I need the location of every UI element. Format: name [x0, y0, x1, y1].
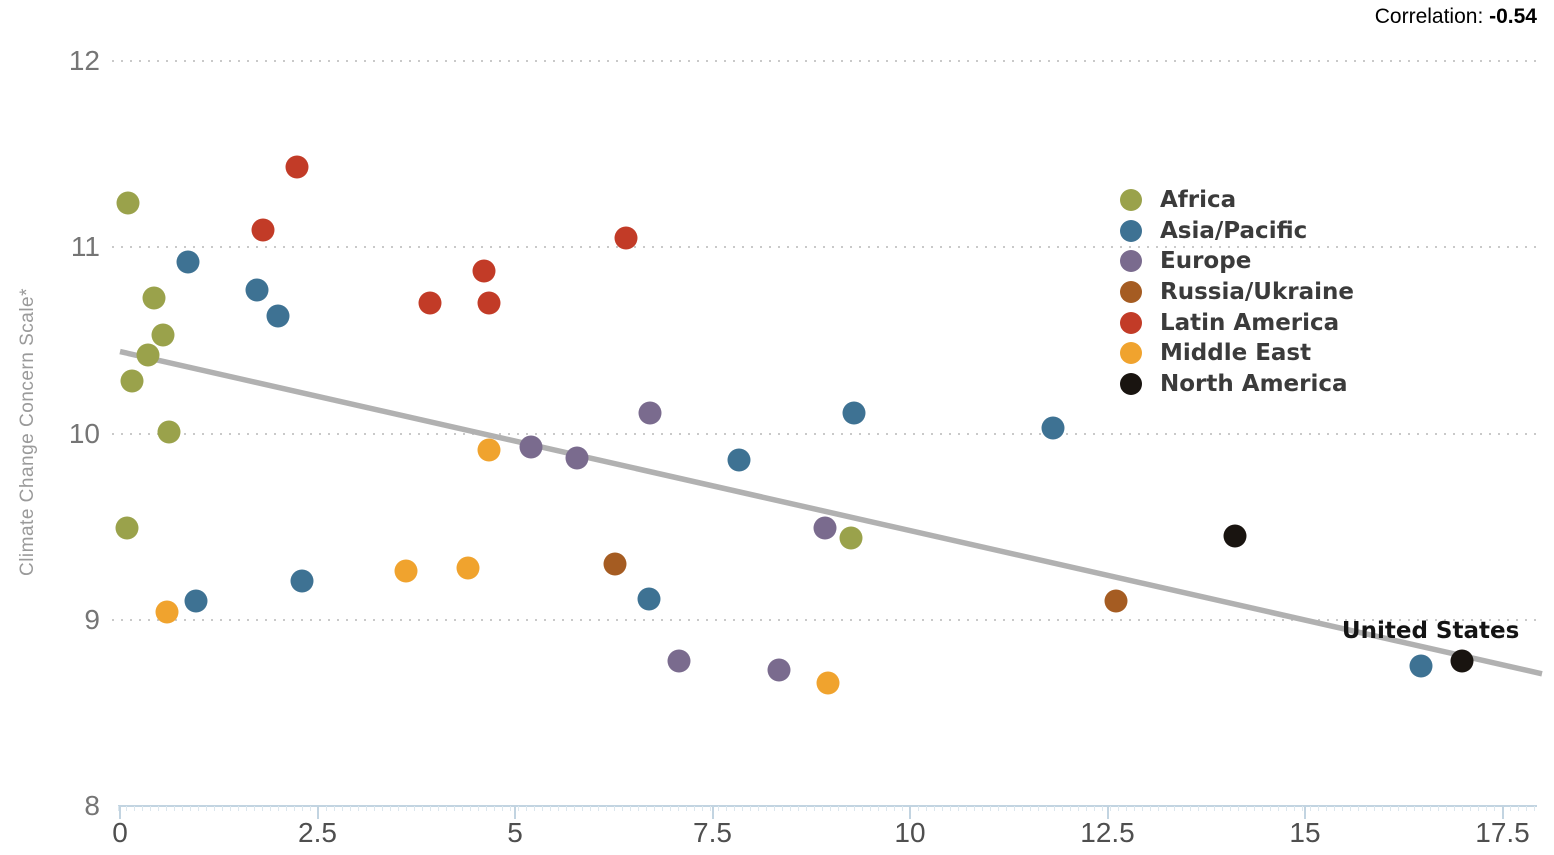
x-axis-minor-ticks [118, 806, 1537, 811]
y-tick-label: 12 [68, 45, 100, 76]
legend-item-asia-pacific[interactable]: Asia/Pacific [1120, 216, 1354, 247]
data-point-latin-america[interactable] [472, 259, 496, 283]
x-tick-label: 2.5 [298, 817, 337, 848]
data-point-asia-pacific[interactable] [184, 589, 208, 613]
data-point-asia-pacific[interactable] [176, 250, 200, 274]
x-tick [909, 806, 911, 819]
legend-label: Russia/Ukraine [1160, 279, 1354, 306]
data-point-north-america[interactable] [1450, 649, 1474, 673]
data-point-latin-america[interactable] [285, 155, 309, 179]
legend-swatch-icon [1120, 219, 1142, 242]
legend-swatch-icon [1120, 250, 1142, 273]
legend-item-middle-east[interactable]: Middle East [1120, 338, 1354, 369]
legend-item-russia-ukraine[interactable]: Russia/Ukraine [1120, 277, 1354, 308]
data-point-europe[interactable] [638, 401, 662, 425]
data-point-middle-east[interactable] [394, 559, 418, 583]
x-tick-label: 5 [507, 817, 523, 848]
data-point-north-america[interactable] [1223, 524, 1247, 548]
correlation-label: Correlation: [1374, 5, 1490, 28]
x-tick-label: 7.5 [693, 817, 732, 848]
data-point-asia-pacific[interactable] [245, 278, 269, 302]
data-point-africa[interactable] [120, 369, 144, 393]
legend-item-latin-america[interactable]: Latin America [1120, 307, 1354, 338]
legend-swatch-icon [1120, 189, 1142, 212]
y-tick-label: 11 [70, 231, 100, 263]
x-tick [514, 806, 516, 819]
x-tick [1501, 806, 1504, 819]
legend-label: Asia/Pacific [1160, 217, 1308, 244]
data-point-europe[interactable] [667, 649, 691, 673]
legend-item-north-america[interactable]: North America [1120, 369, 1354, 400]
data-point-asia-pacific[interactable] [266, 304, 290, 328]
data-point-asia-pacific[interactable] [1409, 654, 1433, 678]
data-point-latin-america[interactable] [477, 291, 501, 315]
legend-label: Europe [1160, 248, 1252, 275]
gridline-y-10 [112, 432, 1537, 435]
data-point-europe[interactable] [813, 516, 837, 540]
gridline-y-12 [112, 60, 1537, 62]
data-point-asia-pacific[interactable] [1041, 416, 1065, 440]
data-point-europe[interactable] [767, 658, 791, 682]
legend-swatch-icon [1120, 372, 1142, 395]
data-point-africa[interactable] [136, 343, 160, 367]
legend-label: North America [1160, 370, 1348, 397]
data-point-middle-east[interactable] [816, 671, 840, 695]
legend: Africa Asia/Pacific Europe Russia/Ukraine La… [1120, 185, 1354, 399]
data-point-latin-america[interactable] [614, 226, 638, 250]
legend-item-europe[interactable]: Europe [1120, 246, 1354, 277]
x-tick-label: 12.5 [1080, 817, 1135, 848]
correlation-readout: Correlation: -0.54 [1375, 5, 1537, 29]
data-point-europe[interactable] [565, 446, 589, 470]
legend-swatch-icon [1120, 311, 1142, 334]
legend-swatch-icon [1120, 342, 1142, 365]
y-tick-label: 9 [84, 603, 100, 635]
legend-swatch-icon [1120, 281, 1142, 304]
data-point-middle-east[interactable] [456, 556, 480, 580]
x-tick [316, 806, 319, 819]
legend-label: Middle East [1160, 340, 1312, 367]
data-point-latin-america[interactable] [418, 291, 442, 315]
x-tick [119, 806, 121, 819]
x-tick-label: 15 [1289, 817, 1321, 848]
x-tick-label: 17.5 [1475, 817, 1530, 848]
data-point-africa[interactable] [839, 526, 863, 550]
x-tick [711, 806, 714, 819]
data-point-asia-pacific[interactable] [637, 587, 661, 611]
data-point-africa[interactable] [142, 286, 166, 310]
data-point-europe[interactable] [519, 435, 543, 459]
point-annotation: United States [1341, 617, 1520, 644]
data-point-asia-pacific[interactable] [290, 569, 314, 593]
data-point-africa[interactable] [157, 420, 181, 444]
data-point-russia-ukraine[interactable] [603, 552, 627, 576]
data-point-africa[interactable] [151, 323, 175, 347]
data-point-middle-east[interactable] [155, 600, 179, 624]
legend-item-africa[interactable]: Africa [1120, 185, 1354, 216]
y-tick-label: 10 [68, 417, 100, 449]
correlation-value: -0.54 [1489, 5, 1537, 28]
data-point-africa[interactable] [115, 516, 139, 540]
data-point-asia-pacific[interactable] [727, 448, 751, 472]
data-point-asia-pacific[interactable] [842, 401, 866, 425]
gridline-y-11 [112, 246, 1537, 249]
legend-label: Africa [1160, 187, 1237, 214]
data-point-africa[interactable] [116, 191, 140, 215]
y-tick-label: 8 [84, 790, 100, 821]
legend-label: Latin America [1160, 309, 1340, 336]
x-tick-label: 10 [894, 817, 926, 848]
x-tick-label: 0 [112, 817, 128, 848]
gridline-y-9 [112, 618, 1537, 621]
x-tick [1106, 806, 1109, 819]
x-tick [1304, 806, 1306, 819]
data-point-latin-america[interactable] [251, 218, 275, 242]
data-point-middle-east[interactable] [477, 438, 501, 462]
data-point-russia-ukraine[interactable] [1104, 589, 1128, 613]
